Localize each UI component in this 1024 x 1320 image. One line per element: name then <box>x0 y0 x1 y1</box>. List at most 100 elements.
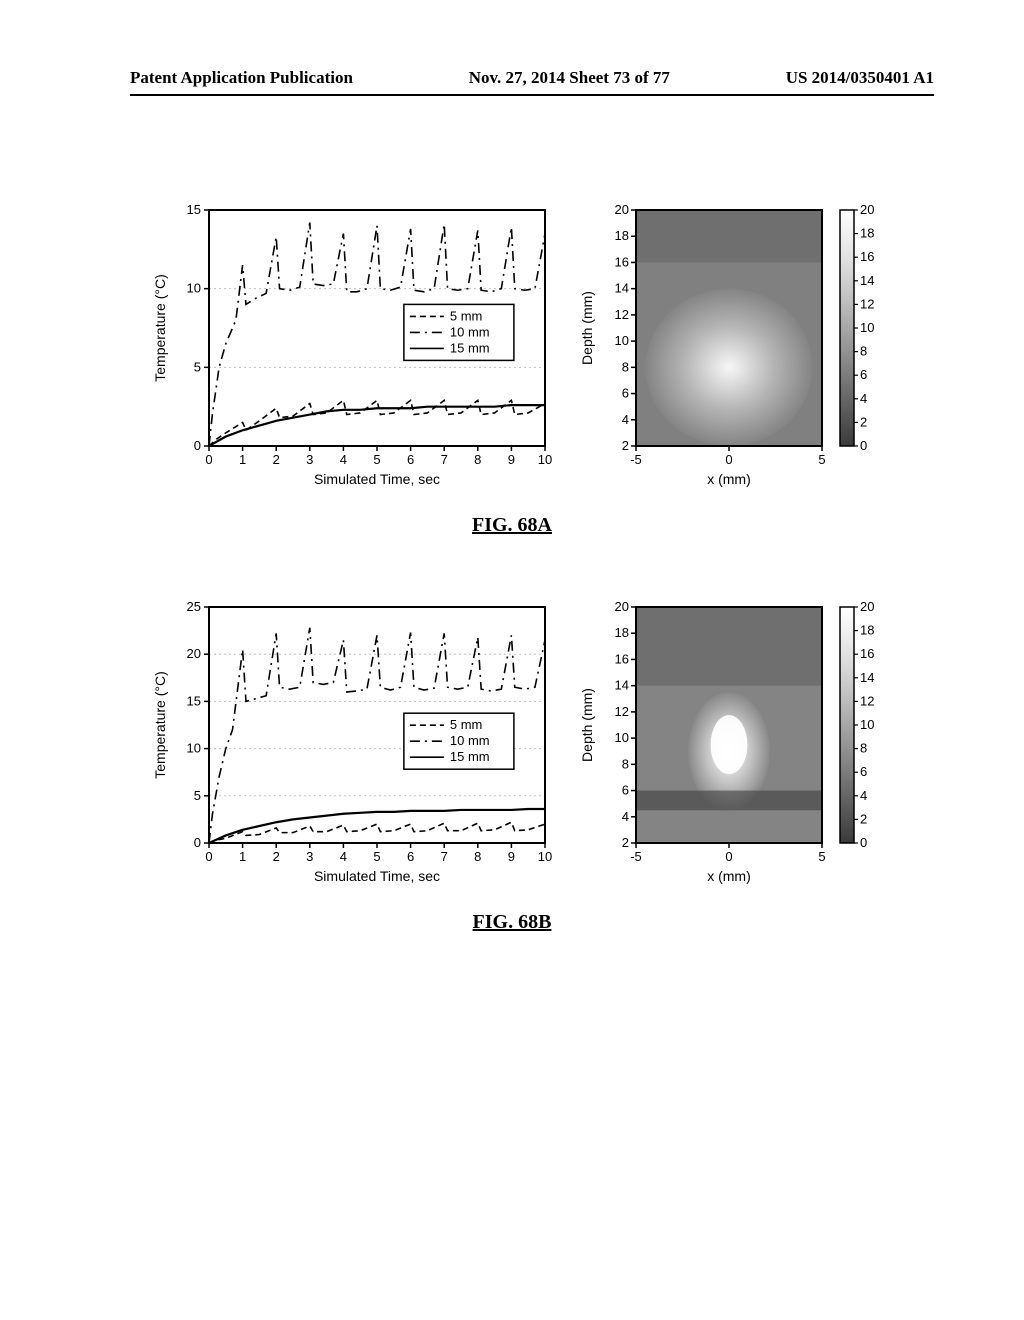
svg-text:15 mm: 15 mm <box>450 340 490 355</box>
svg-text:5: 5 <box>373 452 380 467</box>
fig-b-line-chart: 0123456789100510152025Simulated Time, se… <box>147 597 556 887</box>
figure-68a: 0 12 3 4 5 6 7 8 9 10 0 5 10 15 Simulated Time, sec Tem… <box>147 200 877 537</box>
svg-text:18: 18 <box>614 625 628 640</box>
svg-text:10: 10 <box>860 717 874 732</box>
svg-text:Depth (mm): Depth (mm) <box>579 688 595 762</box>
svg-text:20: 20 <box>860 599 874 614</box>
svg-text:16: 16 <box>614 254 628 269</box>
svg-text:20: 20 <box>860 202 874 217</box>
fig-a-heatmap: -5052468101214161820x (mm)Depth (mm)0246… <box>578 200 877 490</box>
svg-text:15 mm: 15 mm <box>450 749 490 764</box>
svg-text:2: 2 <box>622 835 629 850</box>
svg-text:6: 6 <box>622 386 629 401</box>
svg-text:18: 18 <box>860 226 874 241</box>
svg-text:2: 2 <box>622 438 629 453</box>
svg-text:10: 10 <box>538 452 552 467</box>
svg-text:5: 5 <box>373 849 380 864</box>
svg-text:8: 8 <box>474 849 481 864</box>
svg-text:10: 10 <box>860 320 874 335</box>
fig-a-label: FIG. 68A <box>147 514 877 537</box>
svg-text:9: 9 <box>508 452 515 467</box>
svg-text:15: 15 <box>187 693 201 708</box>
svg-text:0: 0 <box>205 849 212 864</box>
svg-text:4: 4 <box>860 391 867 406</box>
svg-text:10 mm: 10 mm <box>450 324 490 339</box>
svg-text:Temperature (°C): Temperature (°C) <box>152 671 168 779</box>
svg-text:5 mm: 5 mm <box>450 308 483 323</box>
svg-text:Simulated Time, sec: Simulated Time, sec <box>314 471 440 487</box>
svg-text:6: 6 <box>860 764 867 779</box>
hdr-left: Patent Application Publication <box>130 68 353 88</box>
svg-text:Simulated Time, sec: Simulated Time, sec <box>314 868 440 884</box>
svg-text:0: 0 <box>194 835 201 850</box>
svg-text:16: 16 <box>860 249 874 264</box>
svg-text:5 mm: 5 mm <box>450 717 483 732</box>
svg-text:5: 5 <box>194 359 201 374</box>
svg-text:25: 25 <box>187 599 201 614</box>
svg-text:0: 0 <box>205 452 212 467</box>
svg-text:5: 5 <box>818 849 825 864</box>
svg-text:2: 2 <box>273 452 280 467</box>
svg-text:6: 6 <box>407 849 414 864</box>
svg-text:10: 10 <box>187 281 201 296</box>
svg-text:6: 6 <box>407 452 414 467</box>
svg-text:8: 8 <box>622 359 629 374</box>
svg-text:0: 0 <box>194 438 201 453</box>
hdr-center: Nov. 27, 2014 Sheet 73 of 77 <box>469 68 670 88</box>
svg-text:10: 10 <box>187 741 201 756</box>
svg-text:3: 3 <box>306 452 313 467</box>
svg-text:12: 12 <box>860 693 874 708</box>
figure-68b: 0123456789100510152025Simulated Time, se… <box>147 597 877 934</box>
svg-text:14: 14 <box>614 281 628 296</box>
hdr-right: US 2014/0350401 A1 <box>786 68 934 88</box>
svg-text:8: 8 <box>622 756 629 771</box>
svg-text:Temperature (°C): Temperature (°C) <box>152 274 168 382</box>
svg-text:18: 18 <box>614 228 628 243</box>
svg-text:0: 0 <box>725 452 732 467</box>
fig-b-heatmap: -5052468101214161820x (mm)Depth (mm)0246… <box>578 597 877 887</box>
fig-a-line-chart: 012345678910051015Simulated Time, secTem… <box>147 200 556 490</box>
svg-text:14: 14 <box>614 678 628 693</box>
svg-text:1: 1 <box>239 849 246 864</box>
svg-text:8: 8 <box>860 741 867 756</box>
svg-text:12: 12 <box>860 296 874 311</box>
svg-text:10 mm: 10 mm <box>450 733 490 748</box>
svg-text:10: 10 <box>614 730 628 745</box>
svg-text:16: 16 <box>860 646 874 661</box>
svg-text:Depth (mm): Depth (mm) <box>579 291 595 365</box>
svg-text:8: 8 <box>860 344 867 359</box>
svg-text:5: 5 <box>194 788 201 803</box>
svg-text:3: 3 <box>306 849 313 864</box>
content: 012345678910051015Simulated Time, secTem… <box>0 200 1024 1320</box>
page-header: Patent Application Publication Nov. 27, … <box>0 68 1024 96</box>
svg-text:20: 20 <box>187 646 201 661</box>
svg-text:2: 2 <box>860 811 867 826</box>
svg-text:16: 16 <box>614 651 628 666</box>
svg-text:x (mm): x (mm) <box>707 471 751 487</box>
fig-b-label: FIG. 68B <box>147 911 877 934</box>
svg-text:10: 10 <box>538 849 552 864</box>
svg-text:7: 7 <box>441 452 448 467</box>
svg-text:2: 2 <box>860 414 867 429</box>
svg-text:2: 2 <box>273 849 280 864</box>
svg-text:18: 18 <box>860 623 874 638</box>
svg-text:15: 15 <box>187 202 201 217</box>
svg-text:14: 14 <box>860 273 874 288</box>
svg-text:0: 0 <box>725 849 732 864</box>
svg-text:0: 0 <box>860 438 867 453</box>
svg-text:6: 6 <box>860 367 867 382</box>
svg-text:8: 8 <box>474 452 481 467</box>
svg-text:12: 12 <box>614 307 628 322</box>
svg-text:20: 20 <box>614 202 628 217</box>
svg-text:14: 14 <box>860 670 874 685</box>
svg-text:4: 4 <box>860 788 867 803</box>
svg-text:20: 20 <box>614 599 628 614</box>
svg-text:10: 10 <box>614 333 628 348</box>
svg-text:x (mm): x (mm) <box>707 868 751 884</box>
svg-text:-5: -5 <box>630 452 642 467</box>
svg-text:0: 0 <box>860 835 867 850</box>
svg-text:9: 9 <box>508 849 515 864</box>
svg-text:6: 6 <box>622 783 629 798</box>
svg-text:12: 12 <box>614 704 628 719</box>
svg-text:4: 4 <box>622 412 629 427</box>
